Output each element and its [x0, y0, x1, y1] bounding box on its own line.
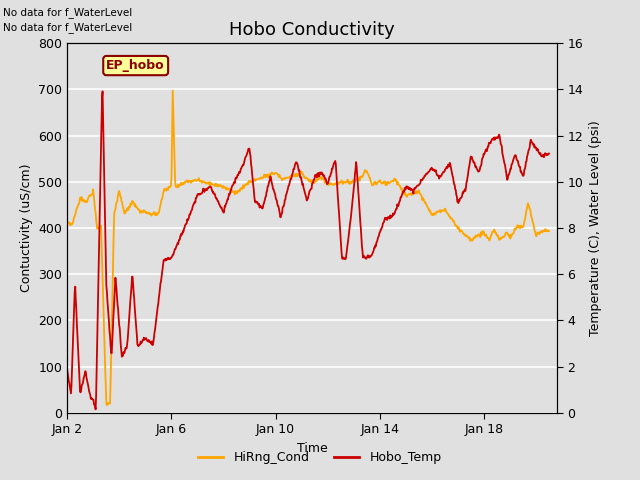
- Text: EP_hobo: EP_hobo: [106, 59, 165, 72]
- Y-axis label: Contuctivity (uS/cm): Contuctivity (uS/cm): [20, 164, 33, 292]
- Y-axis label: Temperature (C), Water Level (psi): Temperature (C), Water Level (psi): [589, 120, 602, 336]
- Text: No data for f_WaterLevel: No data for f_WaterLevel: [3, 7, 132, 18]
- Legend: HiRng_Cond, Hobo_Temp: HiRng_Cond, Hobo_Temp: [193, 446, 447, 469]
- Text: No data for f_WaterLevel: No data for f_WaterLevel: [3, 22, 132, 33]
- Title: Hobo Conductivity: Hobo Conductivity: [229, 21, 395, 39]
- X-axis label: Time: Time: [296, 442, 328, 455]
